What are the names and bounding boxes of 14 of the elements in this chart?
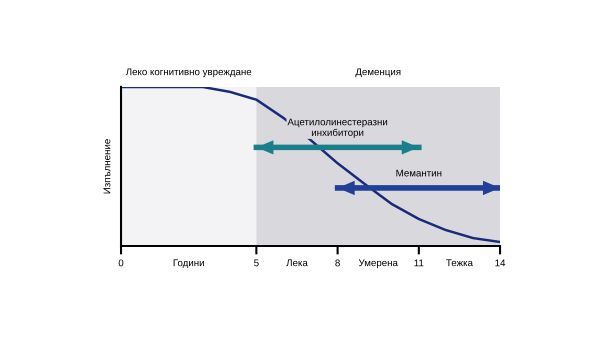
x-tick-label: Тежка	[446, 259, 473, 266]
y-axis-title: Изпълнение	[104, 139, 110, 194]
x-tick-label: 0	[118, 259, 124, 266]
series-label: Ацетилолинестеразни инхибитори	[287, 118, 388, 138]
x-tick-label: Лека	[286, 259, 308, 266]
x-tick-label: 14	[495, 260, 506, 266]
series-label: Мемантин	[396, 170, 442, 176]
band-label: Деменция	[355, 68, 400, 78]
x-tick-label: Години	[174, 259, 204, 268]
band-label: Леко когнитивно увреждане	[126, 68, 252, 78]
x-tick-label: 11	[414, 260, 424, 266]
x-tick-label: Умерена	[358, 259, 398, 268]
x-tick-label: 5	[254, 260, 259, 266]
x-tick-label: 8	[335, 259, 340, 266]
